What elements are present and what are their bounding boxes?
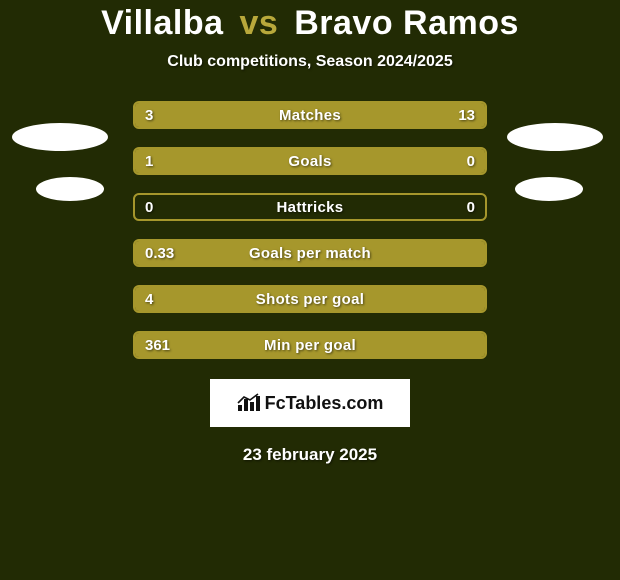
stat-label: Matches: [135, 103, 485, 127]
stat-label: Hattricks: [135, 195, 485, 219]
subtitle: Club competitions, Season 2024/2025: [167, 53, 452, 71]
ellipse-top-right: [507, 123, 603, 151]
brand-text: FcTables.com: [265, 393, 384, 414]
stats-panel: 313Matches 10Goals 00Hattricks 0.33Goals pe…: [133, 101, 487, 359]
stat-row: 361Min per goal: [133, 331, 487, 359]
ellipse-mid-right: [515, 177, 583, 201]
bar-chart-icon: [237, 393, 261, 413]
stat-label: Shots per goal: [135, 287, 485, 311]
vs-label: vs: [239, 4, 278, 42]
stat-label: Goals: [135, 149, 485, 173]
stat-row: 00Hattricks: [133, 193, 487, 221]
player2-name: Bravo Ramos: [294, 4, 519, 42]
stat-row: 0.33Goals per match: [133, 239, 487, 267]
stat-label: Min per goal: [135, 333, 485, 357]
stat-row: 313Matches: [133, 101, 487, 129]
snapshot-date: 23 february 2025: [243, 445, 377, 465]
stat-label: Goals per match: [135, 241, 485, 265]
brand-logo[interactable]: FcTables.com: [210, 379, 410, 427]
ellipse-top-left: [12, 123, 108, 151]
stat-row: 10Goals: [133, 147, 487, 175]
ellipse-mid-left: [36, 177, 104, 201]
stat-row: 4Shots per goal: [133, 285, 487, 313]
player1-name: Villalba: [101, 4, 223, 42]
comparison-title: Villalba vs Bravo Ramos: [101, 4, 519, 43]
